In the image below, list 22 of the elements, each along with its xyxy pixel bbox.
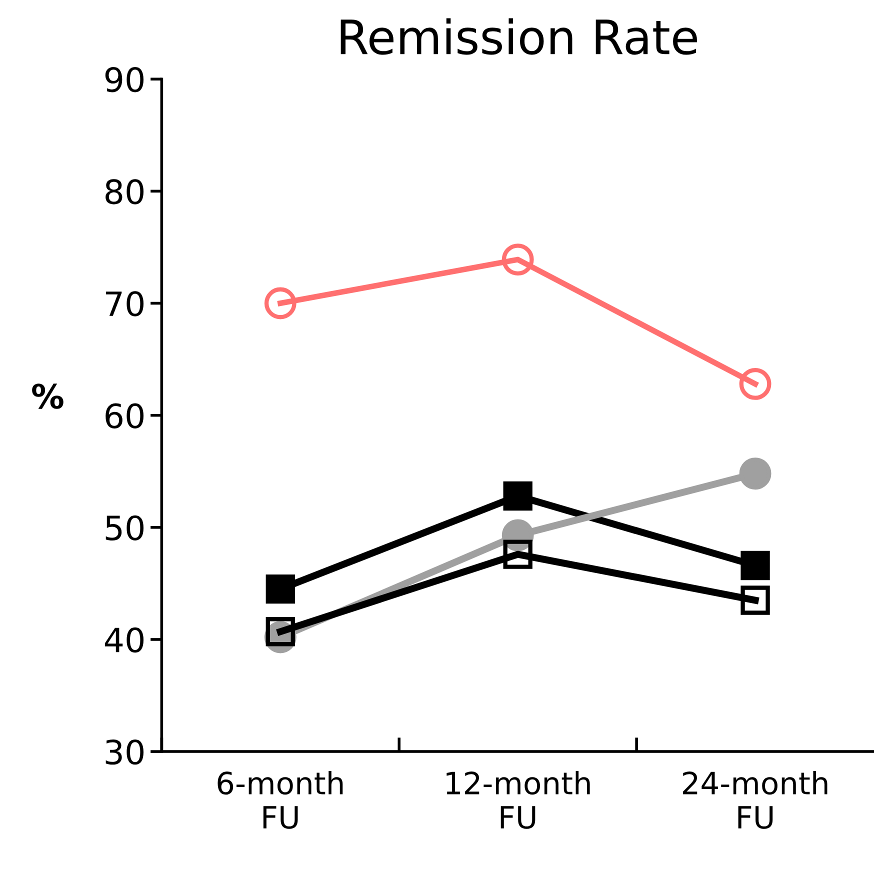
y-tick-label: 40 [104,627,144,653]
point [503,540,532,569]
y-tick-label: 80 [106,179,144,204]
chart-title: Remission Rate [340,18,697,55]
y-tick-label: 30 [106,739,144,765]
point [740,550,770,580]
x-tick-label: 12-month FU [446,770,590,829]
y-tick-label: 90 [105,67,144,92]
point [502,244,534,276]
point [264,287,296,320]
y-tick-label: 60 [106,403,144,428]
point [266,617,295,646]
point [266,574,295,604]
point [740,586,770,615]
x-tick-label: 24-month FU [682,770,828,829]
y-axis-title: % [32,384,64,409]
point [503,481,532,511]
point [739,458,772,490]
point [739,368,772,400]
y-tick-label: 50 [106,515,144,541]
y-tick-label: 70 [106,291,144,316]
x-tick-label: 6-month FU [218,770,343,829]
